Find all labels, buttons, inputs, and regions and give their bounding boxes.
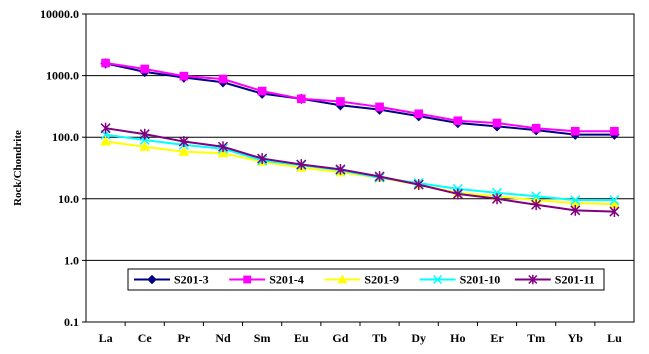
series-S201-11 — [100, 122, 620, 217]
data-point — [452, 188, 463, 200]
x-tick-label: Sm — [254, 331, 271, 345]
legend-item: S201-11 — [514, 273, 595, 287]
data-point — [100, 136, 111, 146]
data-point — [491, 193, 503, 205]
data-point — [100, 122, 111, 134]
x-tick-label: Nd — [215, 331, 231, 345]
x-tick-label: Yb — [568, 331, 584, 345]
data-point — [414, 109, 424, 119]
legend-marker — [147, 274, 157, 285]
x-tick-label: Ho — [450, 331, 465, 345]
x-tick-label: Lu — [607, 331, 622, 345]
data-point — [335, 164, 346, 175]
legend-marker — [337, 274, 348, 284]
data-point — [609, 195, 620, 206]
series-line — [105, 62, 615, 136]
x-tick-label: Eu — [294, 331, 309, 345]
data-point — [178, 136, 189, 147]
data-point — [531, 123, 541, 133]
legend-item: S201-3 — [134, 273, 209, 287]
legend-marker — [243, 275, 252, 284]
series-S201-4 — [101, 58, 619, 136]
data-point — [296, 159, 307, 170]
data-point — [139, 128, 150, 140]
data-point — [101, 58, 110, 68]
legend-marker — [433, 274, 443, 285]
x-tick-label: Ce — [138, 331, 153, 345]
data-point — [140, 64, 150, 74]
legend-label: S201-4 — [269, 273, 304, 287]
data-point — [531, 191, 542, 202]
data-point — [296, 94, 306, 104]
x-tick-label: Gd — [332, 331, 348, 345]
data-point — [413, 179, 424, 191]
data-point — [570, 126, 580, 136]
data-point — [336, 97, 345, 106]
y-tick-label: 100.0 — [52, 130, 79, 144]
series-line — [105, 133, 615, 202]
series-line — [105, 62, 615, 133]
data-point — [179, 71, 189, 81]
data-point — [453, 116, 463, 126]
x-tick-label: Er — [490, 331, 504, 345]
data-point — [375, 102, 384, 112]
legend-label: S201-11 — [555, 273, 595, 287]
legend: S201-3 S201-4 S201-9 S201-10 S201-11 — [127, 268, 605, 291]
data-point — [609, 206, 620, 217]
legend-item: S201-9 — [324, 273, 399, 287]
data-point — [570, 195, 581, 206]
y-tick-label: 10000.0 — [40, 7, 79, 21]
data-point — [139, 141, 151, 151]
data-point — [217, 141, 229, 153]
y-tick-label: 1000.0 — [46, 69, 79, 83]
legend-label: S201-3 — [174, 273, 209, 287]
data-point — [570, 204, 581, 216]
x-tick-label: Pr — [178, 331, 191, 345]
data-point — [257, 153, 268, 164]
y-tick-label: 0.1 — [64, 315, 79, 329]
y-tick-label: 1.0 — [64, 253, 79, 267]
legend-marker — [528, 274, 538, 285]
legend-item: S201-10 — [419, 273, 501, 287]
data-point — [218, 74, 228, 84]
series-line — [105, 127, 615, 213]
x-tick-label: Dy — [411, 331, 426, 345]
x-tick-label: La — [99, 331, 113, 345]
legend-box — [127, 268, 605, 291]
legend-label: S201-9 — [364, 273, 399, 287]
series-S201-3 — [100, 58, 620, 140]
x-tick-label: Tb — [372, 331, 387, 345]
data-point — [531, 199, 542, 211]
legend-label: S201-10 — [460, 273, 501, 287]
data-point — [217, 147, 229, 158]
data-point — [374, 171, 385, 182]
y-tick-label: 10.0 — [58, 192, 79, 206]
data-point — [178, 146, 190, 156]
data-point — [257, 86, 267, 96]
legend-item: S201-4 — [229, 273, 304, 287]
data-point — [610, 126, 619, 136]
data-point — [492, 118, 502, 128]
y-axis-label: Rock/Chondrite — [12, 130, 24, 206]
x-tick-label: Tm — [527, 331, 545, 345]
